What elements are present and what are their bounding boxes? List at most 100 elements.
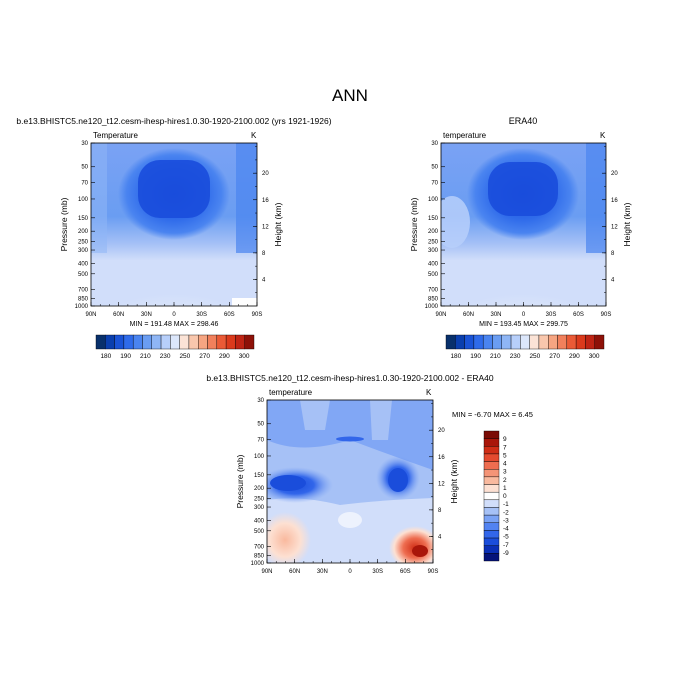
panel-model-colorbar-box — [235, 334, 245, 350]
panel-model-colorbar-box — [95, 334, 106, 350]
panel-difference-xtick-label: 0 — [348, 569, 352, 575]
panel-obs-title: ERA40 — [509, 116, 538, 126]
panel-model-ytick-label: 850 — [78, 296, 89, 302]
panel-diff-left-label: temperature — [269, 388, 313, 397]
panel-obs-colorbar-box — [455, 334, 465, 350]
panel-model-ytick-label: 30 — [81, 141, 88, 147]
panel-obs-y2tick-label: 4 — [611, 277, 615, 283]
panel-model-y2tick-label: 4 — [262, 277, 266, 283]
panel-model-ytick-label: 400 — [78, 261, 89, 267]
panel-difference-colorbar-box — [483, 461, 500, 470]
panel-model-xtick-label: 0 — [172, 312, 176, 318]
panel-diff: b.e13.BHISTC5.ne120_t12.cesm-ihesp-hires… — [206, 373, 533, 564]
panel-model-colorbar-box — [114, 334, 125, 350]
panel-obs-colorbar-box — [473, 334, 484, 350]
panel-difference-ytick-label: 300 — [254, 505, 265, 511]
panel-difference-colorbar-box — [483, 499, 500, 508]
panel-obs-colorbar-box — [594, 334, 605, 350]
panel-model-colorbar-box — [225, 334, 236, 350]
panel-difference-colorbar-label: -1 — [503, 501, 509, 508]
panel-obs-colorbar-box — [548, 334, 558, 350]
panel-difference-colorbar-label: 1 — [503, 485, 507, 492]
panel-difference-colorbar-box — [483, 484, 500, 493]
panel-obs-colorbar-label: 190 — [470, 353, 481, 360]
panel-difference-ytick-label: 100 — [254, 454, 265, 460]
panel-obs-colorbar-box — [575, 334, 586, 350]
panel-obs-ytick-label: 500 — [428, 272, 439, 278]
panel-difference-colorbar-box — [483, 491, 500, 501]
panel-difference-colorbar-label: 2 — [503, 477, 507, 484]
panel-model-ytick-label: 250 — [78, 240, 89, 246]
panel-model-title: b.e13.BHISTC5.ne120_t12.cesm-ihesp-hires… — [16, 116, 331, 126]
panel-obs-xtick-label: 90N — [435, 312, 446, 318]
panel-difference-colorbar-label: -7 — [503, 542, 509, 549]
panel-model-colorbar-label: 230 — [160, 353, 171, 360]
panel-diff-stats: MIN = -6.70 MAX = 6.45 — [452, 410, 533, 419]
panel-difference-colorbar-box — [483, 537, 500, 546]
panel-obs-y2tick-label: 8 — [611, 251, 615, 257]
panel-difference-ytick-label: 850 — [254, 553, 265, 559]
panel-obs-colorbar-label: 180 — [450, 353, 461, 360]
panel-model-y2tick-label: 12 — [262, 224, 269, 230]
panel-obs-ytick-label: 700 — [428, 287, 439, 293]
panel-model-ytick-label: 1000 — [75, 304, 89, 310]
panel-model-ytick-label: 150 — [78, 216, 89, 222]
panel-model-colorbar-label: 250 — [179, 353, 190, 360]
panel-model-xtick-label: 60S — [224, 312, 235, 318]
figure-title: ANN — [332, 86, 368, 105]
panel-model-xtick-label: 30S — [196, 312, 207, 318]
panel-diff-units: K — [426, 388, 432, 397]
panel-model-colorbar-label: 290 — [219, 353, 230, 360]
panel-difference-colorbar-box — [483, 530, 500, 539]
panel-obs-colorbar-box — [501, 334, 512, 350]
panel-diff-field — [267, 400, 433, 563]
panel-obs-colorbar-label: 210 — [490, 353, 501, 360]
panel-difference-ytick-label: 70 — [257, 437, 264, 443]
panel-difference-y2tick-label: 8 — [438, 508, 442, 514]
panel-difference-ytick-label: 150 — [254, 473, 265, 479]
panel-difference-ytick-label: 200 — [254, 486, 265, 492]
panel-obs-colorbar-label: 230 — [510, 353, 521, 360]
panel-difference-ytick-label: 700 — [254, 544, 265, 550]
panel-model-colorbar-box — [105, 334, 115, 350]
panel-obs-y2label: Height (km) — [622, 202, 632, 246]
panel-obs-ylabel: Pressure (mb) — [409, 197, 419, 251]
panel-difference-colorbar-label: 3 — [503, 469, 507, 476]
panel-difference-y2tick-label: 12 — [438, 481, 445, 487]
panel-difference-ytick-label: 50 — [257, 422, 264, 428]
panel-model-colorbar-box — [170, 334, 180, 350]
panel-difference-y2label: Height (km) — [449, 459, 459, 503]
panel-difference-colorbar-label: 7 — [503, 444, 507, 451]
panel-model-colorbar-box — [216, 334, 227, 350]
panel-obs-xtick-label: 30S — [546, 312, 557, 318]
panel-difference-colorbar-label: -2 — [503, 509, 509, 516]
panel-difference-colorbar-box — [483, 446, 500, 455]
panel-obs-ytick-label: 70 — [431, 180, 438, 186]
panel-obs-stats: MIN = 193.45 MAX = 299.75 — [479, 321, 568, 328]
panel-model-ytick-label: 100 — [78, 197, 89, 203]
panel-obs-y2tick-label: 12 — [611, 224, 618, 230]
panel-difference-colorbar-box — [483, 430, 500, 439]
panel-obs-ytick-label: 850 — [428, 296, 439, 302]
panel-obs-ytick-label: 150 — [428, 216, 439, 222]
panel-obs-ytick-label: 400 — [428, 261, 439, 267]
panel-model-colorbar-box — [160, 334, 171, 350]
panel-obs-xtick-label: 60S — [573, 312, 584, 318]
panel-model-ytick-label: 70 — [81, 180, 88, 186]
panel-difference-colorbar-box — [483, 522, 500, 531]
panel-model-ytick-label: 700 — [78, 287, 89, 293]
panel-obs-ytick-label: 50 — [431, 165, 438, 171]
panel-obs-colorbar-box — [464, 334, 475, 350]
panel-obs-colorbar-box — [510, 334, 521, 350]
panel-obs-field — [441, 143, 606, 306]
panel-diff-title: b.e13.BHISTC5.ne120_t12.cesm-ihesp-hires… — [206, 373, 494, 383]
panel-difference-xtick-label: 30S — [372, 569, 383, 575]
panel-model-colorbar-label: 210 — [140, 353, 151, 360]
panel-difference-colorbar-box — [483, 469, 500, 478]
panel-obs-colorbar-box — [538, 334, 549, 350]
panel-model: b.e13.BHISTC5.ne120_t12.cesm-ihesp-hires… — [16, 116, 332, 307]
panel-difference-xtick-label: 90S — [428, 569, 439, 575]
panel-model-colorbar-label: 300 — [239, 353, 250, 360]
panel-model-left-label: Temperature — [93, 131, 138, 140]
